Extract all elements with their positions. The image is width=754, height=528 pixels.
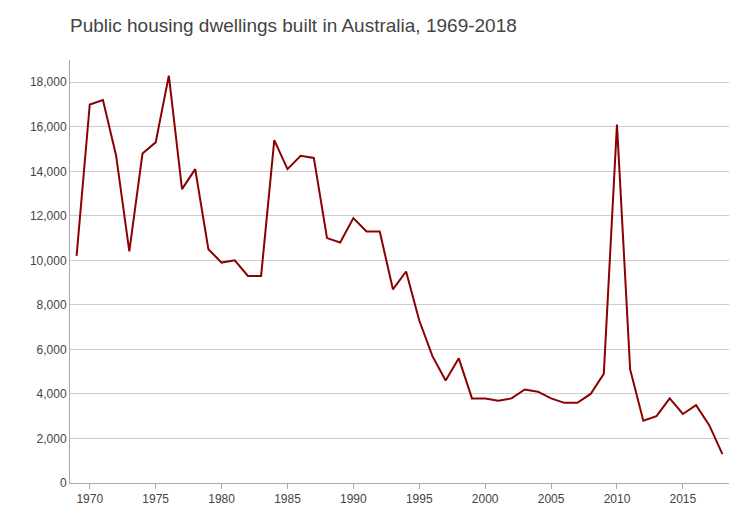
svg-text:2015: 2015 [670, 492, 697, 506]
svg-text:16,000: 16,000 [30, 120, 67, 134]
svg-text:6,000: 6,000 [37, 343, 67, 357]
svg-text:1990: 1990 [340, 492, 367, 506]
svg-text:0: 0 [60, 476, 67, 490]
svg-text:8,000: 8,000 [37, 298, 67, 312]
svg-text:2,000: 2,000 [37, 432, 67, 446]
svg-text:4,000: 4,000 [37, 387, 67, 401]
svg-text:2005: 2005 [538, 492, 565, 506]
svg-text:1975: 1975 [142, 492, 169, 506]
svg-text:2000: 2000 [472, 492, 499, 506]
svg-text:1970: 1970 [76, 492, 103, 506]
svg-text:10,000: 10,000 [30, 254, 67, 268]
svg-text:Public housing dwellings built: Public housing dwellings built in Austra… [70, 15, 517, 36]
svg-text:12,000: 12,000 [30, 209, 67, 223]
svg-text:18,000: 18,000 [30, 75, 67, 89]
svg-text:1995: 1995 [406, 492, 433, 506]
svg-text:1985: 1985 [274, 492, 301, 506]
svg-text:2010: 2010 [604, 492, 631, 506]
svg-text:14,000: 14,000 [30, 165, 67, 179]
svg-text:1980: 1980 [208, 492, 235, 506]
